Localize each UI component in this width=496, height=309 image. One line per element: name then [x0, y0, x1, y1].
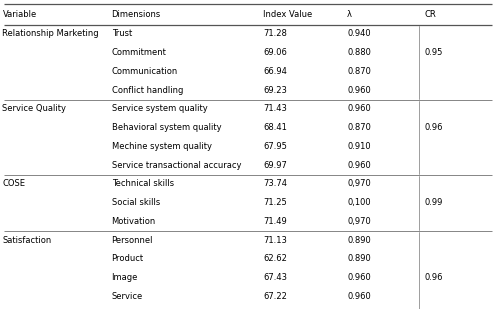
Text: Satisfaction: Satisfaction — [2, 236, 52, 245]
Text: Relationship Marketing: Relationship Marketing — [2, 29, 99, 39]
Text: λ: λ — [347, 10, 352, 19]
Text: 0.960: 0.960 — [347, 86, 371, 95]
Text: Mechine system quality: Mechine system quality — [112, 142, 212, 151]
Text: 0,970: 0,970 — [347, 217, 371, 226]
Text: 71.25: 71.25 — [263, 198, 287, 207]
Text: 71.49: 71.49 — [263, 217, 287, 226]
Text: Variable: Variable — [2, 10, 37, 19]
Text: 0.910: 0.910 — [347, 142, 371, 151]
Text: 69.97: 69.97 — [263, 161, 287, 170]
Text: 0.940: 0.940 — [347, 29, 371, 39]
Text: 0.99: 0.99 — [424, 198, 442, 207]
Text: CR: CR — [424, 10, 436, 19]
Text: Behavioral system quality: Behavioral system quality — [112, 123, 221, 132]
Text: Commitment: Commitment — [112, 48, 167, 57]
Text: 0.95: 0.95 — [424, 48, 442, 57]
Text: Service system quality: Service system quality — [112, 104, 207, 113]
Text: 0,100: 0,100 — [347, 198, 371, 207]
Text: 0.890: 0.890 — [347, 236, 371, 245]
Text: 69.23: 69.23 — [263, 86, 287, 95]
Text: Index Value: Index Value — [263, 10, 312, 19]
Text: 0.960: 0.960 — [347, 161, 371, 170]
Text: Product: Product — [112, 255, 144, 264]
Text: 67.22: 67.22 — [263, 292, 287, 301]
Text: Dimensions: Dimensions — [112, 10, 161, 19]
Text: 69.06: 69.06 — [263, 48, 287, 57]
Text: 0,970: 0,970 — [347, 180, 371, 188]
Text: 0.880: 0.880 — [347, 48, 371, 57]
Text: 0.870: 0.870 — [347, 67, 371, 76]
Text: 0.960: 0.960 — [347, 104, 371, 113]
Text: 67.95: 67.95 — [263, 142, 287, 151]
Text: 71.28: 71.28 — [263, 29, 287, 39]
Text: 0.960: 0.960 — [347, 292, 371, 301]
Text: Communication: Communication — [112, 67, 178, 76]
Text: Service Quality: Service Quality — [2, 104, 66, 113]
Text: 66.94: 66.94 — [263, 67, 287, 76]
Text: Social skills: Social skills — [112, 198, 160, 207]
Text: 71.43: 71.43 — [263, 104, 287, 113]
Text: Trust: Trust — [112, 29, 132, 39]
Text: 73.74: 73.74 — [263, 180, 287, 188]
Text: 67.43: 67.43 — [263, 273, 287, 282]
Text: Service transactional accuracy: Service transactional accuracy — [112, 161, 241, 170]
Text: 68.41: 68.41 — [263, 123, 287, 132]
Text: Image: Image — [112, 273, 138, 282]
Text: Technical skills: Technical skills — [112, 180, 174, 188]
Text: 0.890: 0.890 — [347, 255, 371, 264]
Text: Conflict handling: Conflict handling — [112, 86, 183, 95]
Text: 0.870: 0.870 — [347, 123, 371, 132]
Text: Service: Service — [112, 292, 143, 301]
Text: Motivation: Motivation — [112, 217, 156, 226]
Text: 0.96: 0.96 — [424, 123, 442, 132]
Text: 0.960: 0.960 — [347, 273, 371, 282]
Text: 62.62: 62.62 — [263, 255, 287, 264]
Text: Personnel: Personnel — [112, 236, 153, 245]
Text: 0.96: 0.96 — [424, 273, 442, 282]
Text: 71.13: 71.13 — [263, 236, 287, 245]
Text: COSE: COSE — [2, 180, 25, 188]
